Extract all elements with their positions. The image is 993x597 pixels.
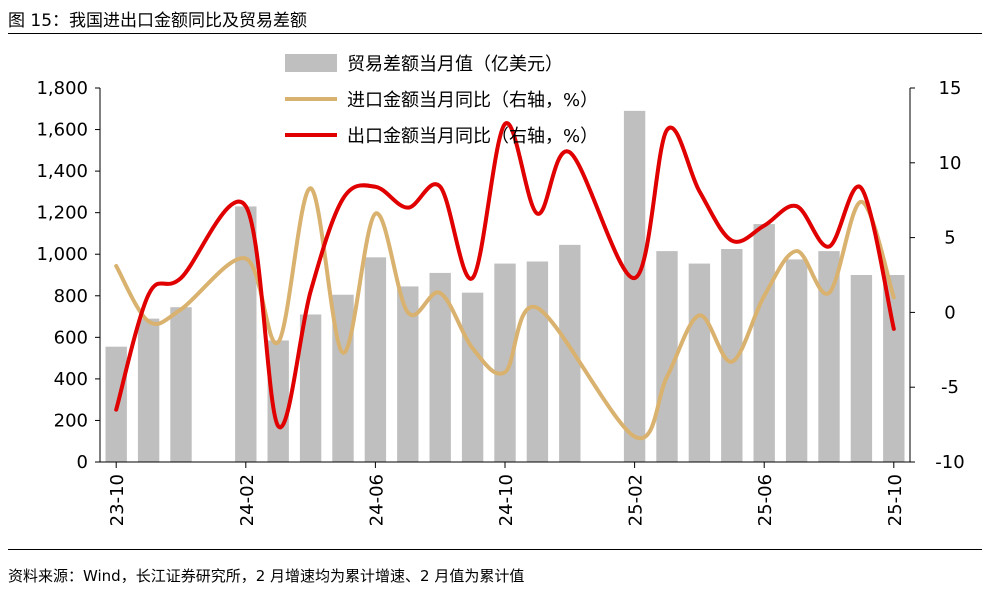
left-tick-label: 800 [54, 286, 88, 307]
bar-25-06 [753, 224, 775, 462]
top-rule [8, 33, 982, 34]
bar-24-06 [364, 257, 387, 462]
source-note: 资料来源：Wind，长江证券研究所，2 月增速均为累计增速、2 月值为累计值 [8, 567, 525, 585]
x-tick-label: 24-06 [366, 474, 387, 526]
left-tick-label: 1,600 [36, 120, 88, 141]
left-tick-label: 0 [77, 452, 88, 473]
bar-25-03 [656, 251, 678, 462]
line-series [114, 121, 896, 441]
bar-24-09 [461, 292, 484, 462]
axes: 0 200 400 600 800 1,000 1,200 1,400 1,600 1,800 -1… [36, 78, 964, 526]
right-tick-label: 0 [944, 302, 955, 323]
left-tick-label: 200 [54, 410, 88, 431]
bar-23-12 [170, 307, 192, 462]
x-tick-label: 23-10 [107, 474, 128, 526]
x-tick-label: 24-02 [237, 474, 258, 526]
bar-24-02 [235, 206, 257, 462]
bar-25-05 [721, 249, 743, 462]
chart: 0 200 400 600 800 1,000 1,200 1,400 1,600 1,800 -1… [36, 54, 965, 526]
figure-title: 图 15：我国进出口金额同比及贸易差额 [8, 11, 308, 31]
left-tick-label: 600 [54, 327, 88, 348]
right-tick-label: 10 [939, 153, 962, 174]
x-tick-label: 25-10 [885, 474, 906, 526]
bar-25-02 [623, 110, 646, 462]
left-tick-label: 1,800 [36, 78, 88, 99]
line-series-2 [114, 121, 896, 430]
bar-24-07 [397, 286, 419, 462]
bar-24-10 [494, 263, 516, 462]
left-tick-label: 1,200 [36, 203, 88, 224]
bar-25-10 [883, 275, 905, 462]
legend: 贸易差额当月值（亿美元） 进口金额当月同比（右轴，%） 出口金额当月同比（右轴，%） [285, 54, 598, 147]
bottom-rule [8, 549, 982, 550]
x-tick-label: 24-10 [496, 474, 517, 526]
bar-series [105, 110, 905, 462]
bar-24-11 [526, 261, 549, 462]
legend-swatch-bar [285, 54, 337, 72]
right-tick-label: -10 [935, 452, 964, 473]
legend-label: 出口金额当月同比（右轴，%） [347, 126, 598, 147]
left-tick-label: 1,000 [36, 244, 88, 265]
line-series-1 [114, 186, 896, 441]
legend-label: 贸易差额当月值（亿美元） [347, 54, 563, 75]
bar-24-04 [299, 314, 322, 462]
right-tick-label: 5 [944, 228, 955, 249]
bar-25-09 [850, 275, 873, 462]
x-tick-label: 25-02 [626, 474, 647, 526]
bar-25-04 [688, 263, 711, 462]
right-tick-label: 15 [939, 78, 962, 99]
bar-25-07 [785, 259, 808, 462]
legend-label: 进口金额当月同比（右轴，%） [347, 90, 598, 111]
bar-23-11 [137, 318, 160, 462]
x-tick-label: 25-06 [755, 474, 776, 526]
bar-25-08 [818, 251, 840, 462]
left-tick-label: 1,400 [36, 161, 88, 182]
bar-24-08 [429, 272, 451, 462]
bar-24-12 [559, 244, 581, 462]
right-tick-label: -5 [941, 377, 959, 398]
bar-24-03 [267, 340, 289, 462]
left-tick-label: 400 [54, 369, 88, 390]
